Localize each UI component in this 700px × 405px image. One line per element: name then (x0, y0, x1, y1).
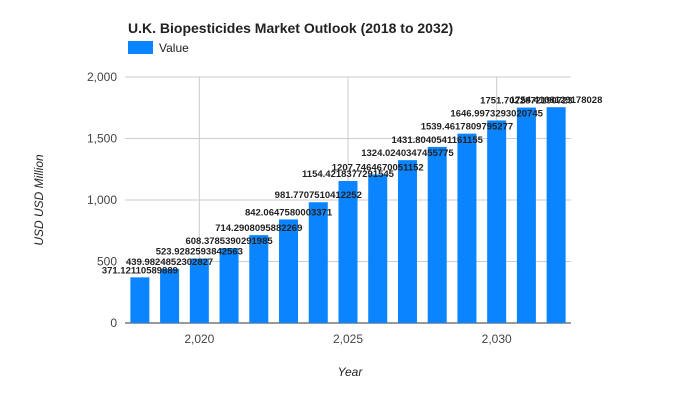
data-label: 1431.8040541161155 (391, 135, 483, 146)
bar-2026 (368, 174, 388, 323)
bar-2018 (130, 277, 150, 323)
data-label: 1207.7464670051152 (332, 162, 424, 173)
y-tick-label: 1,500 (87, 132, 117, 146)
bar-2023 (279, 219, 299, 323)
y-tick-label: 500 (97, 255, 117, 269)
data-labels: 371.12110589889439.9824852302827523.9282… (102, 95, 603, 276)
bar-2032 (546, 107, 566, 323)
data-label: 714.2908095882269 (215, 223, 302, 234)
data-label: 1646.9973293020745 (450, 108, 543, 119)
chart-title: U.K. Biopesticides Market Outlook (2018 … (128, 20, 453, 36)
x-axis-ticks: 2,020 2,025 2,030 (184, 332, 512, 346)
y-tick-label: 1,000 (87, 193, 117, 207)
data-label: 1754.4108129178028 (510, 95, 602, 106)
bar-2028 (427, 146, 447, 323)
y-tick-label: 2,000 (87, 70, 117, 84)
bars (130, 107, 566, 324)
legend-swatch (128, 41, 153, 54)
data-label: 1324.0240347455775 (361, 148, 454, 159)
bar-2030 (487, 120, 507, 323)
y-tick-label: 0 (110, 316, 117, 330)
x-tick-label: 2,025 (333, 332, 363, 346)
bar-2021 (219, 248, 239, 323)
x-tick-label: 2,020 (184, 332, 214, 346)
bar-2025 (338, 181, 358, 323)
data-label: 1154.4218377291545 (302, 169, 395, 180)
bar-2020 (189, 258, 209, 323)
data-label: 608.3785390291985 (185, 236, 273, 247)
bar-2024 (308, 202, 328, 323)
data-label: 439.9824852302827 (126, 257, 213, 268)
data-label: 523.9282593842563 (156, 247, 243, 258)
bar-2029 (457, 133, 477, 323)
legend-label: Value (159, 41, 189, 55)
y-axis-title: USD USD Million (32, 154, 46, 246)
bar-2022 (249, 235, 269, 323)
data-label: 1751.7022872190723 (480, 96, 572, 107)
bar-2019 (160, 268, 180, 323)
data-label: 371.12110589889 (102, 265, 178, 276)
x-tick-label: 2,030 (482, 332, 512, 346)
data-label: 981.7707510412252 (275, 190, 362, 201)
data-label: 1539.4617809795277 (421, 122, 513, 133)
x-axis-title: Year (338, 365, 364, 379)
y-axis-ticks: 0 500 1,000 1,500 2,000 (87, 70, 117, 330)
bar-2027 (397, 160, 417, 323)
bar-2031 (516, 107, 536, 324)
data-label: 842.0647580003371 (245, 207, 333, 218)
